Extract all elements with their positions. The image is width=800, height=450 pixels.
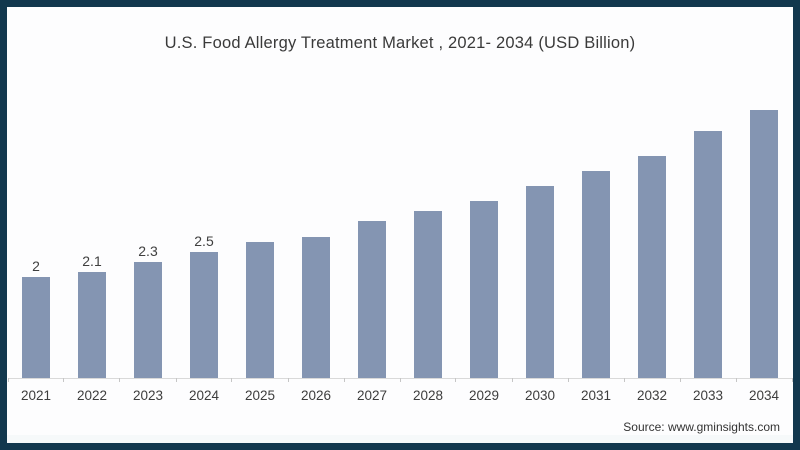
x-axis-label-2033: 2033 — [692, 388, 724, 403]
axis-tick — [511, 378, 513, 382]
bar-slot-2034 — [736, 60, 792, 378]
bar-value-label-2023: 2.3 — [138, 243, 158, 259]
plot-area: 2 2.1 2.3 2.5 — [8, 60, 792, 378]
source-text: Source: www.gminsights.com — [623, 420, 780, 434]
bar-2032 — [638, 156, 666, 378]
x-axis-label-2030: 2030 — [524, 388, 556, 403]
bar-2022 — [78, 272, 106, 378]
bar-2023 — [134, 262, 162, 378]
x-axis-label-2028: 2028 — [412, 388, 444, 403]
bar-2031 — [582, 171, 610, 378]
x-axis-label-2023: 2023 — [132, 388, 164, 403]
bar-slot-2025 — [232, 60, 288, 378]
bar-value-label-2021: 2 — [32, 258, 40, 274]
x-axis-label-2031: 2031 — [580, 388, 612, 403]
axis-tick — [119, 378, 121, 382]
bar-2029 — [470, 201, 498, 378]
x-axis-label-2034: 2034 — [748, 388, 780, 403]
bar-slot-2028 — [400, 60, 456, 378]
axis-tick — [623, 378, 625, 382]
bar-2034 — [750, 110, 778, 378]
bar-slot-2021: 2 — [8, 60, 64, 378]
x-axis-line — [7, 378, 793, 382]
axis-tick — [175, 378, 177, 382]
bar-2030 — [526, 186, 554, 378]
x-axis-label-2029: 2029 — [468, 388, 500, 403]
bar-2026 — [302, 237, 330, 378]
bar-slot-2030 — [512, 60, 568, 378]
bar-2028 — [414, 211, 442, 378]
x-axis-label-2032: 2032 — [636, 388, 668, 403]
x-axis-label-2026: 2026 — [300, 388, 332, 403]
x-axis-label-2024: 2024 — [188, 388, 220, 403]
bar-value-label-2024: 2.5 — [194, 233, 214, 249]
bar-slot-2029 — [456, 60, 512, 378]
axis-tick — [231, 378, 233, 382]
x-axis-label-2022: 2022 — [76, 388, 108, 403]
bar-2021 — [22, 277, 50, 378]
axis-tick — [399, 378, 401, 382]
chart-title: U.S. Food Allergy Treatment Market , 202… — [164, 34, 636, 52]
axis-tick — [791, 378, 793, 382]
bar-slot-2026 — [288, 60, 344, 378]
bar-2027 — [358, 221, 386, 378]
bar-2025 — [246, 242, 274, 378]
axis-tick — [567, 378, 569, 382]
axis-tick — [735, 378, 737, 382]
bar-value-label-2022: 2.1 — [82, 253, 102, 269]
bar-slot-2027 — [344, 60, 400, 378]
axis-tick — [7, 378, 9, 382]
bar-slot-2031 — [568, 60, 624, 378]
axis-tick — [679, 378, 681, 382]
x-axis-label-2021: 2021 — [20, 388, 52, 403]
x-axis-label-2025: 2025 — [244, 388, 276, 403]
bar-slot-2032 — [624, 60, 680, 378]
bottom-strip — [7, 435, 793, 443]
bar-2024 — [190, 252, 218, 378]
bar-2033 — [694, 131, 722, 378]
x-axis-labels: 2021 2022 2023 2024 2025 2026 2027 2028 2029 2030… — [8, 388, 792, 403]
axis-tick — [287, 378, 289, 382]
x-axis-label-2027: 2027 — [356, 388, 388, 403]
bar-slot-2022: 2.1 — [64, 60, 120, 378]
bar-slot-2033 — [680, 60, 736, 378]
bar-slot-2024: 2.5 — [176, 60, 232, 378]
axis-tick — [63, 378, 65, 382]
axis-tick — [343, 378, 345, 382]
bar-slot-2023: 2.3 — [120, 60, 176, 378]
axis-tick — [455, 378, 457, 382]
